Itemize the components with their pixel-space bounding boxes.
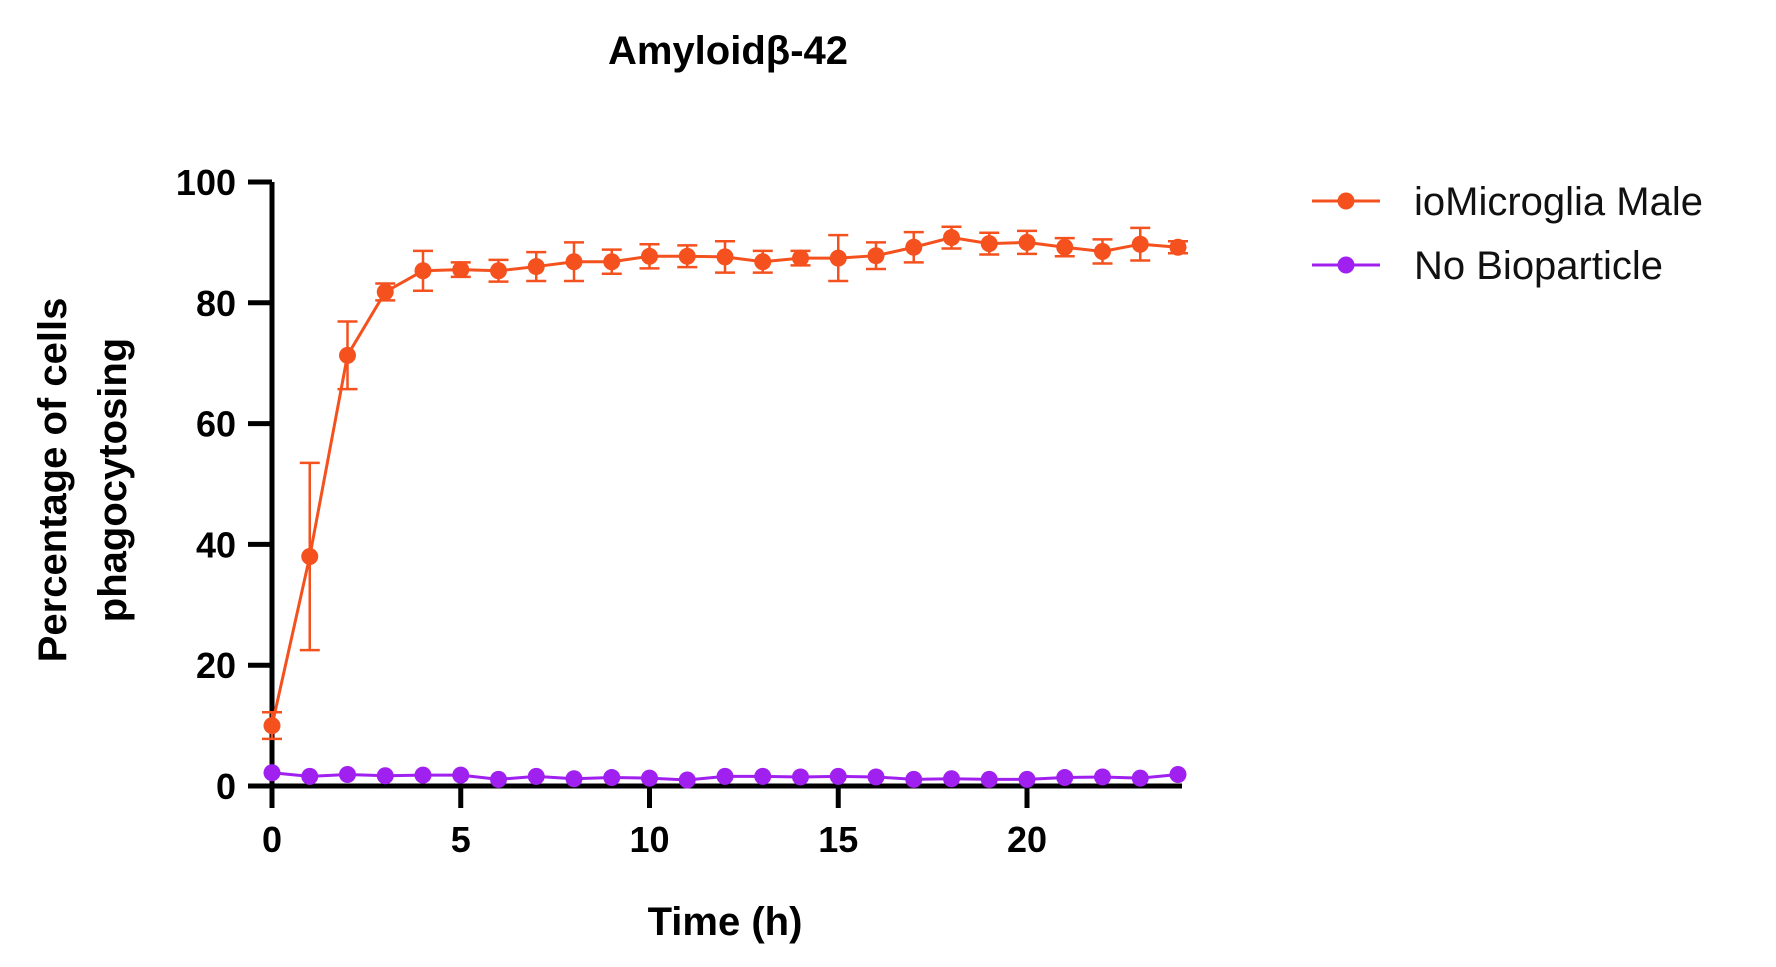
- data-point-no-bioparticle-4: [414, 766, 432, 784]
- data-point-iomicroglia-male-19: [980, 235, 998, 253]
- data-point-iomicroglia-male-5: [452, 261, 470, 279]
- data-point-no-bioparticle-8: [565, 770, 583, 788]
- data-point-iomicroglia-male-11: [678, 247, 696, 265]
- data-point-no-bioparticle-20: [1018, 770, 1036, 788]
- y-tick-label-20: 20: [196, 645, 236, 686]
- x-axis-title: Time (h): [648, 900, 803, 944]
- data-point-no-bioparticle-9: [603, 769, 621, 787]
- data-point-no-bioparticle-2: [339, 766, 356, 784]
- data-point-no-bioparticle-1: [301, 767, 319, 785]
- y-axis-title-line-2: phagocytosing: [91, 338, 135, 622]
- legend-marker-no-bioparticle: [1337, 256, 1355, 274]
- plot-area: 0 20 40 60 80 100 0 5 10 15 20: [176, 162, 1188, 860]
- data-point-no-bioparticle-21: [1056, 769, 1074, 787]
- data-point-no-bioparticle-0: [263, 764, 281, 782]
- data-point-no-bioparticle-3: [376, 767, 394, 785]
- data-point-no-bioparticle-14: [792, 768, 809, 786]
- data-point-iomicroglia-male-20: [1018, 233, 1036, 251]
- y-axis-title: Percentage of cells phagocytosing: [31, 298, 135, 663]
- data-point-no-bioparticle-16: [867, 768, 885, 786]
- data-point-no-bioparticle-11: [678, 771, 696, 789]
- legend-item-iomicroglia-male: ioMicroglia Male: [1312, 180, 1703, 224]
- data-point-iomicroglia-male-13: [754, 253, 772, 271]
- data-point-no-bioparticle-13: [754, 767, 772, 785]
- data-point-iomicroglia-male-10: [641, 247, 658, 265]
- data-point-iomicroglia-male-4: [414, 262, 432, 280]
- legend: ioMicroglia Male No Bioparticle: [1312, 180, 1703, 288]
- data-point-no-bioparticle-19: [980, 770, 998, 788]
- chart-title: Amyloidβ-42: [608, 29, 848, 73]
- data-point-iomicroglia-male-8: [565, 253, 583, 271]
- x-tick-label-20: 20: [1007, 819, 1047, 860]
- data-point-iomicroglia-male-23: [1131, 235, 1149, 253]
- legend-marker-iomicroglia-male: [1337, 192, 1355, 210]
- series-iomicroglia-male: [262, 225, 1188, 741]
- data-point-no-bioparticle-5: [452, 766, 470, 784]
- data-point-iomicroglia-male-21: [1056, 238, 1074, 256]
- y-tick-label-40: 40: [196, 524, 236, 565]
- data-point-no-bioparticle-7: [527, 767, 545, 785]
- data-point-no-bioparticle-10: [641, 769, 658, 787]
- data-point-iomicroglia-male-2: [339, 346, 356, 364]
- y-tick-label-80: 80: [196, 283, 236, 324]
- y-tick-label-0: 0: [216, 766, 236, 807]
- legend-item-no-bioparticle: No Bioparticle: [1312, 244, 1663, 288]
- data-point-no-bioparticle-22: [1094, 768, 1111, 786]
- data-point-iomicroglia-male-15: [829, 249, 847, 267]
- data-point-iomicroglia-male-3: [376, 283, 394, 301]
- data-point-iomicroglia-male-0: [263, 717, 281, 735]
- y-axis-title-line-1: Percentage of cells: [31, 298, 75, 663]
- data-point-iomicroglia-male-16: [867, 247, 885, 265]
- legend-label-iomicroglia-male: ioMicroglia Male: [1414, 180, 1703, 224]
- data-point-no-bioparticle-23: [1131, 769, 1149, 787]
- x-tick-label-0: 0: [262, 819, 282, 860]
- data-point-iomicroglia-male-14: [792, 249, 809, 267]
- data-point-no-bioparticle-15: [829, 767, 847, 785]
- series-line-iomicroglia-male: [270, 236, 1179, 726]
- data-point-iomicroglia-male-1: [301, 547, 319, 565]
- series-no-bioparticle: [263, 764, 1187, 789]
- data-point-iomicroglia-male-9: [603, 253, 621, 271]
- x-tick-label-15: 15: [818, 819, 858, 860]
- data-point-iomicroglia-male-24: [1169, 238, 1187, 256]
- data-point-iomicroglia-male-6: [490, 262, 507, 280]
- data-point-iomicroglia-male-17: [905, 238, 923, 256]
- x-tick-label-10: 10: [629, 819, 669, 860]
- data-point-no-bioparticle-18: [943, 770, 960, 788]
- data-point-no-bioparticle-24: [1169, 766, 1187, 784]
- data-point-no-bioparticle-6: [490, 770, 507, 788]
- y-tick-label-100: 100: [176, 162, 236, 203]
- data-point-iomicroglia-male-12: [716, 248, 734, 266]
- data-point-iomicroglia-male-22: [1094, 242, 1111, 260]
- x-tick-label-5: 5: [451, 819, 471, 860]
- data-point-iomicroglia-male-7: [527, 258, 545, 276]
- data-point-no-bioparticle-12: [716, 767, 734, 785]
- y-tick-label-60: 60: [196, 404, 236, 445]
- legend-label-no-bioparticle: No Bioparticle: [1414, 244, 1663, 288]
- data-point-no-bioparticle-17: [905, 770, 923, 788]
- data-point-iomicroglia-male-18: [943, 229, 960, 247]
